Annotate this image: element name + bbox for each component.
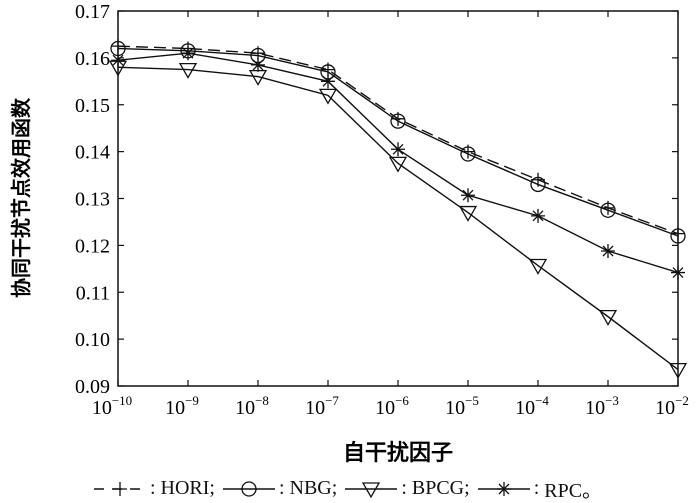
x-tick-exponent: −9 (185, 393, 199, 408)
data-point-nbg (600, 202, 616, 218)
x-tick-label: 10−2 (655, 393, 689, 419)
y-tick-label: 0.09 (75, 376, 110, 398)
legend-separator: : (401, 477, 412, 499)
series-line-bpcg (117, 66, 679, 371)
plot-frame (117, 10, 679, 387)
y-tick-label: 0.10 (75, 329, 110, 351)
x-tick-exponent: −7 (325, 393, 339, 408)
legend-sample-rpc (477, 481, 530, 496)
axes: 0.09 0.10 0.11 0.12 0.13 0.14 0.15 0.16 0.17 10−1… (75, 1, 689, 419)
series-hori (111, 39, 685, 241)
legend-sample-nbg (222, 480, 275, 497)
data-point-nbg (670, 228, 686, 244)
x-tick-exponent: −6 (395, 393, 409, 408)
series-nbg (110, 40, 686, 244)
series-line-nbg (117, 47, 679, 237)
y-axis-label: 协同干扰节点效用函数 (9, 97, 33, 298)
legend-label: BPCG; (411, 477, 470, 499)
data-point-nbg (390, 113, 406, 129)
data-point-bpcg (388, 156, 408, 173)
x-tick-exponent: −2 (675, 393, 689, 408)
y-tick-label: 0.14 (75, 142, 110, 164)
y-tick-label: 0.11 (76, 282, 110, 304)
line-chart: 0.09 0.10 0.11 0.12 0.13 0.14 0.15 0.16 0.17 10−1… (9, 1, 689, 466)
legend-marker (496, 481, 511, 496)
y-tick-label: 0.16 (75, 48, 110, 70)
series-rpc (111, 46, 685, 280)
series-group (108, 39, 688, 379)
x-tick-exponent: −5 (465, 393, 479, 408)
series-bpcg (108, 60, 688, 379)
data-point-bpcg (318, 88, 338, 105)
legend-sample-hori (93, 481, 146, 496)
data-point-rpc (111, 53, 125, 68)
legend-label: NBG; (289, 477, 338, 499)
data-point-bpcg (668, 362, 688, 379)
legend-marker (112, 481, 127, 496)
x-tick-exponent: −8 (255, 393, 269, 408)
x-tick-label: 10−7 (305, 393, 339, 419)
y-tick-label: 0.17 (75, 1, 110, 23)
y-tick-label: 0.15 (75, 95, 110, 117)
data-point-nbg (460, 146, 476, 162)
legend-marker (241, 480, 257, 497)
data-point-rpc (531, 208, 545, 223)
x-tick-exponent: −10 (112, 393, 132, 408)
data-point-rpc (321, 74, 335, 89)
data-point-bpcg (528, 258, 548, 275)
x-tick-label: 10−8 (235, 393, 269, 419)
legend-label: RPC。 (544, 480, 603, 502)
legend-item-rpc: : RPC。 (476, 474, 602, 503)
legend-label: HORI; (160, 477, 215, 499)
x-tick-label: 10−10 (92, 393, 132, 419)
data-point-bpcg (458, 205, 478, 222)
legend: : HORI;: NBG;: BPCG;: RPC。 (0, 474, 700, 503)
x-axis-label: 自干扰因子 (343, 440, 453, 466)
data-point-rpc (601, 244, 615, 258)
x-tick-exponent: −4 (535, 393, 549, 408)
x-tick-label: 10−3 (585, 393, 619, 419)
data-point-rpc (391, 142, 405, 157)
legend-sample-bpcg (345, 481, 398, 498)
data-point-nbg (530, 176, 546, 193)
legend-separator: : (278, 477, 290, 499)
x-tick-label: 10−4 (515, 393, 549, 419)
x-tick-label: 10−5 (445, 393, 479, 419)
data-point-rpc (181, 46, 195, 61)
data-point-bpcg (178, 62, 198, 79)
y-tick-label: 0.13 (75, 189, 110, 211)
data-point-rpc (461, 188, 475, 203)
legend-separator: : (149, 477, 161, 499)
x-tick-exponent: −3 (605, 393, 619, 408)
data-point-bpcg (598, 309, 618, 326)
y-tick-label: 0.12 (75, 235, 110, 257)
x-tick-label: 10−6 (375, 393, 409, 419)
data-point-rpc (251, 57, 265, 72)
legend-item-hori: : HORI; (92, 477, 215, 500)
legend-item-bpcg: : BPCG; (343, 477, 470, 500)
legend-marker (362, 481, 381, 498)
legend-item-nbg: : NBG; (221, 477, 337, 500)
legend-separator: : (533, 477, 545, 499)
x-tick-label: 10−9 (165, 393, 199, 419)
data-point-rpc (671, 265, 685, 280)
